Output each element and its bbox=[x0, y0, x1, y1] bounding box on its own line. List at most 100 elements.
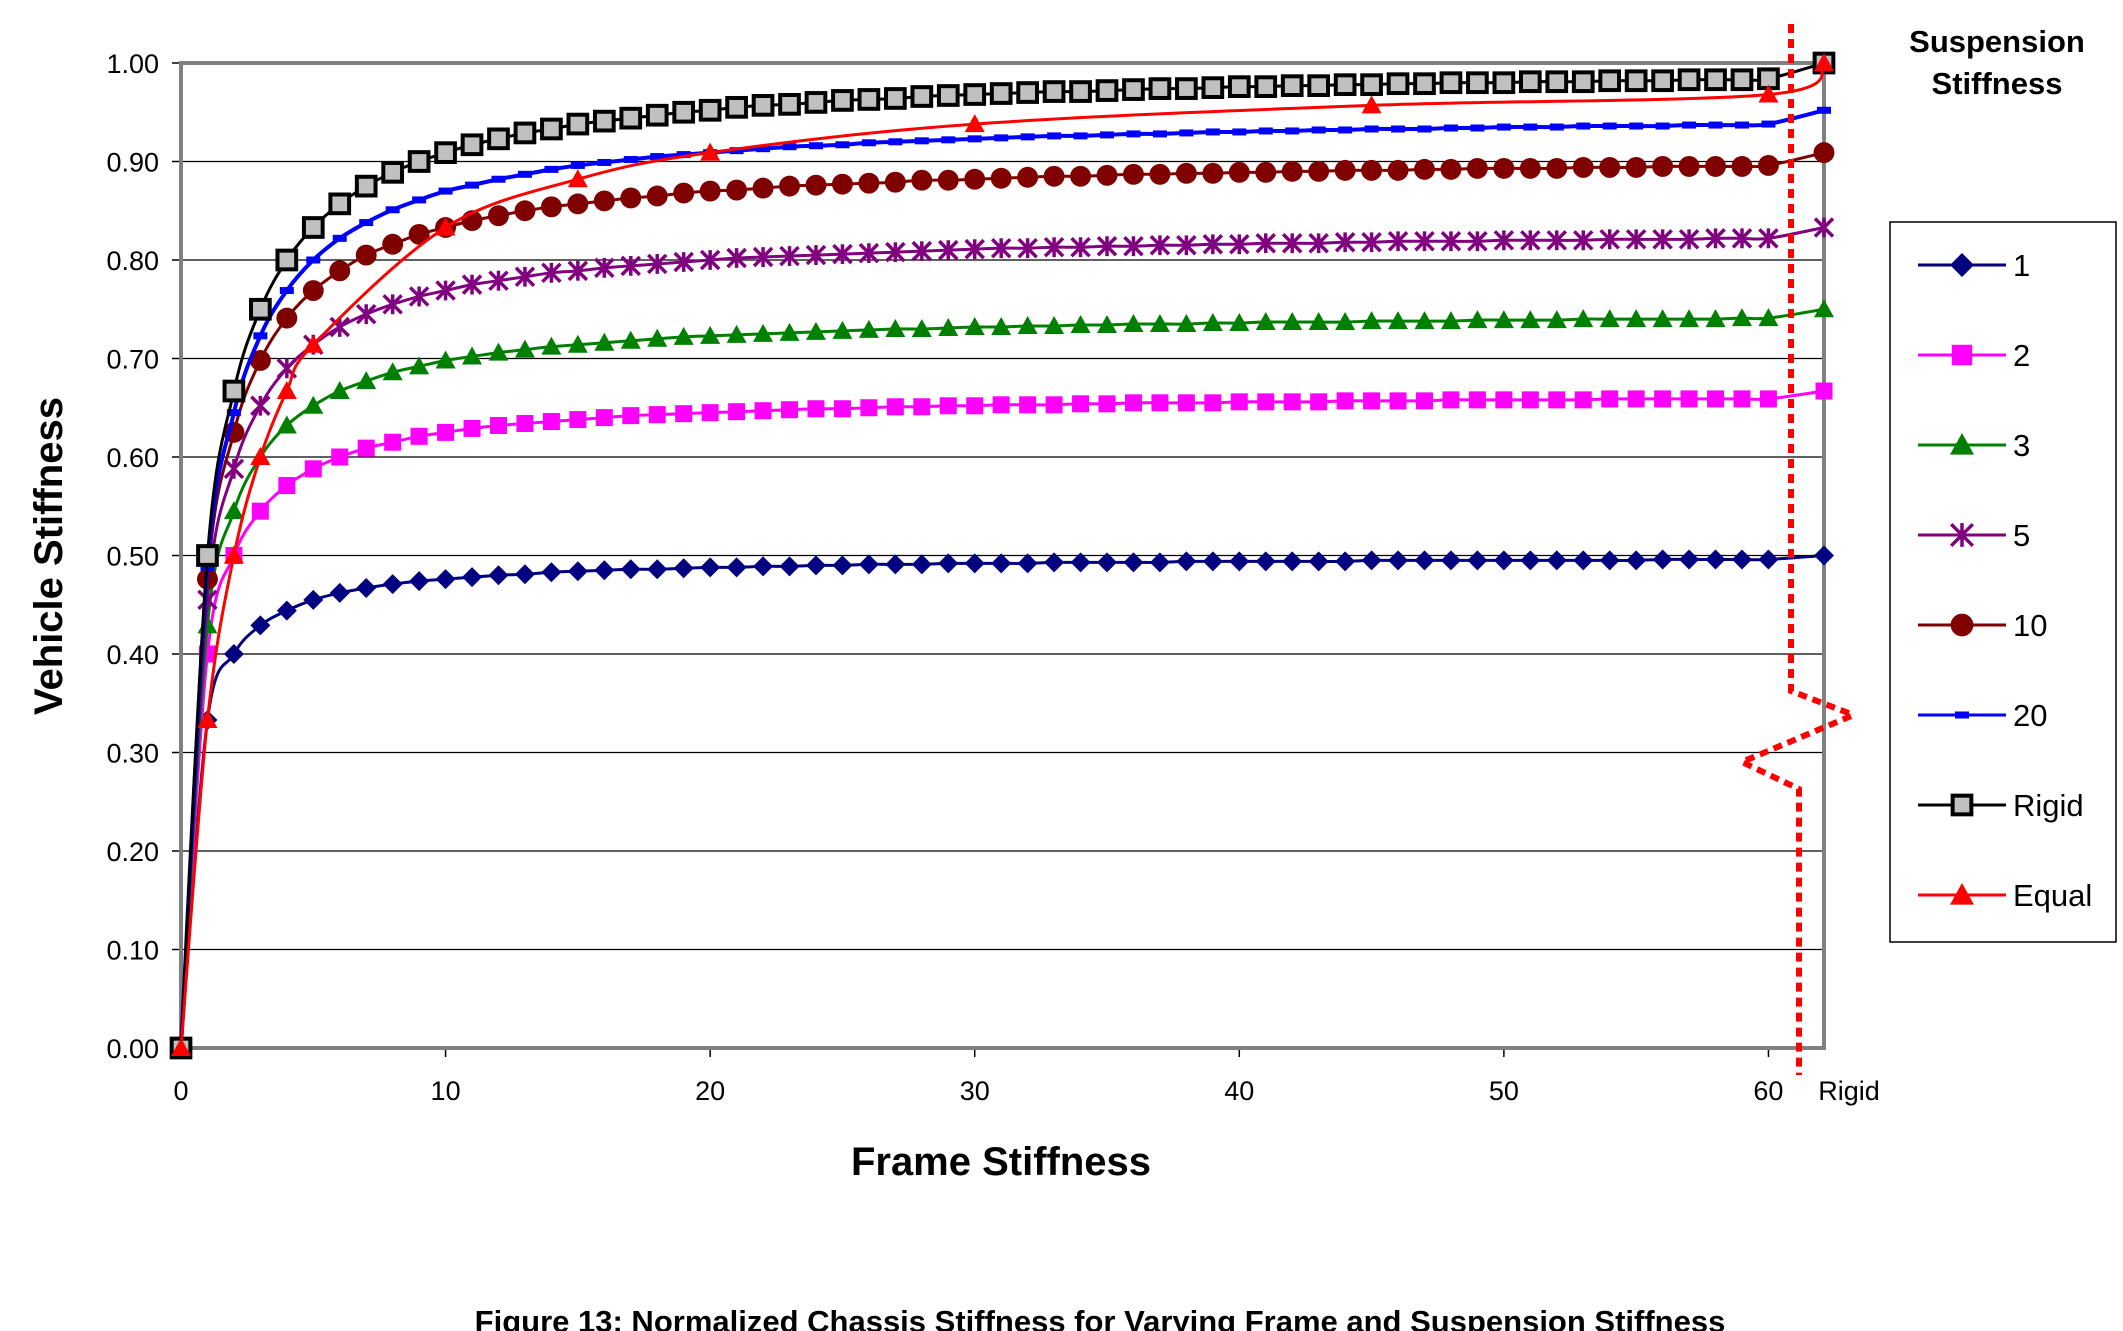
data-point bbox=[1599, 229, 1620, 250]
data-point bbox=[491, 175, 506, 183]
data-point bbox=[1598, 69, 1622, 93]
data-point bbox=[939, 397, 957, 415]
data-point bbox=[1280, 74, 1304, 98]
data-point bbox=[911, 240, 933, 262]
data-point bbox=[276, 415, 297, 434]
data-point bbox=[332, 234, 347, 242]
data-point bbox=[1229, 313, 1250, 332]
data-point bbox=[1389, 392, 1407, 410]
data-point bbox=[409, 356, 430, 375]
data-point bbox=[1123, 314, 1144, 333]
data-point bbox=[673, 182, 695, 204]
data-point bbox=[805, 244, 827, 266]
data-point bbox=[1467, 310, 1488, 329]
data-point bbox=[1573, 309, 1594, 328]
data-point bbox=[1815, 382, 1833, 400]
legend-label: Rigid bbox=[2013, 788, 2084, 823]
y-tick-label: 0.80 bbox=[106, 246, 159, 276]
data-point bbox=[1731, 308, 1752, 327]
data-point bbox=[594, 257, 615, 279]
data-point bbox=[276, 307, 298, 329]
legend-item-20: 20 bbox=[1918, 698, 2047, 733]
data-point bbox=[487, 127, 510, 151]
data-point bbox=[1204, 394, 1222, 412]
data-point bbox=[751, 94, 775, 117]
series-group bbox=[169, 51, 1836, 1060]
data-point bbox=[593, 190, 615, 212]
data-point bbox=[250, 615, 271, 636]
data-point bbox=[1363, 392, 1381, 410]
legend-box bbox=[1889, 221, 2117, 943]
data-point bbox=[832, 555, 853, 576]
data-point bbox=[1069, 80, 1092, 103]
data-point bbox=[1546, 550, 1567, 571]
data-point bbox=[1123, 163, 1144, 185]
data-point bbox=[381, 160, 405, 184]
data-point bbox=[249, 350, 271, 371]
data-point bbox=[1149, 234, 1171, 256]
data-point bbox=[1017, 315, 1038, 334]
data-point bbox=[435, 569, 456, 590]
data-point bbox=[832, 320, 853, 339]
legend-label: 2 bbox=[2013, 338, 2030, 373]
data-point bbox=[434, 141, 457, 164]
data-point bbox=[831, 173, 853, 195]
data-point bbox=[1020, 133, 1035, 141]
data-point bbox=[329, 582, 350, 603]
data-point bbox=[1388, 311, 1409, 330]
data-point bbox=[779, 245, 800, 267]
data-point bbox=[726, 179, 748, 201]
data-point bbox=[1443, 124, 1458, 132]
data-point bbox=[513, 121, 537, 145]
data-point bbox=[1177, 394, 1195, 412]
data-point bbox=[409, 571, 430, 592]
data-point bbox=[1202, 313, 1223, 332]
data-point bbox=[1440, 311, 1461, 330]
data-point bbox=[805, 174, 827, 196]
y-tick-label: 0.30 bbox=[106, 739, 159, 769]
data-point bbox=[465, 181, 480, 189]
data-point bbox=[329, 260, 351, 282]
data-point bbox=[1417, 125, 1432, 133]
data-point bbox=[276, 381, 297, 400]
data-point bbox=[567, 193, 589, 215]
y-axis-title: Vehicle Stiffness bbox=[27, 397, 71, 715]
data-point bbox=[438, 187, 453, 195]
data-point bbox=[567, 561, 588, 582]
x-tick-label: 30 bbox=[960, 1076, 990, 1106]
data-point bbox=[886, 398, 904, 416]
data-point bbox=[964, 553, 985, 574]
data-point bbox=[991, 316, 1012, 335]
data-point bbox=[1442, 391, 1460, 409]
data-point bbox=[1574, 391, 1592, 409]
data-point bbox=[595, 409, 613, 427]
data-point bbox=[250, 447, 271, 465]
data-point bbox=[699, 180, 721, 202]
data-point bbox=[1124, 394, 1142, 412]
data-point bbox=[964, 238, 985, 260]
data-point bbox=[1387, 159, 1409, 181]
data-point bbox=[569, 411, 587, 429]
data-point bbox=[648, 406, 666, 424]
data-point bbox=[1334, 232, 1356, 253]
data-point bbox=[700, 325, 721, 344]
data-point bbox=[223, 458, 245, 480]
data-point bbox=[1523, 123, 1538, 131]
legend-label: 3 bbox=[2013, 428, 2030, 463]
data-point bbox=[778, 93, 801, 116]
data-point bbox=[1149, 552, 1170, 573]
series-equal bbox=[171, 53, 1834, 1056]
data-point bbox=[861, 139, 876, 147]
data-point bbox=[1468, 391, 1486, 409]
data-point bbox=[888, 138, 903, 146]
data-point bbox=[592, 109, 616, 133]
data-point bbox=[1546, 230, 1568, 251]
data-point bbox=[1466, 71, 1489, 95]
data-point bbox=[1335, 312, 1356, 331]
data-point bbox=[1757, 154, 1779, 176]
legend-label: Equal bbox=[2013, 878, 2092, 913]
data-point bbox=[1334, 159, 1356, 181]
data-point bbox=[329, 316, 350, 338]
data-point bbox=[1758, 84, 1779, 103]
data-point bbox=[1705, 549, 1726, 570]
